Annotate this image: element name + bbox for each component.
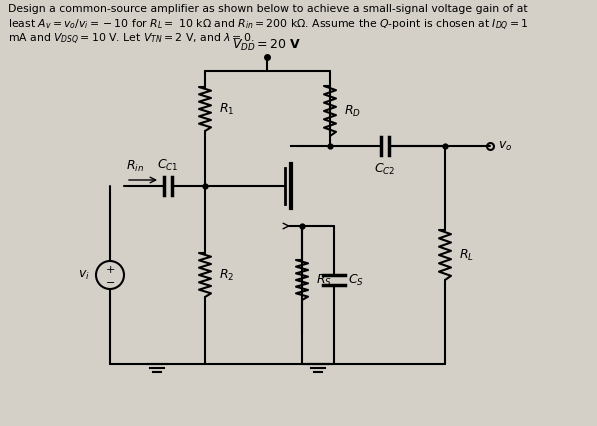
Text: mA and $V_{DSQ} = 10$ V. Let $V_{TN} = 2$ V, and $\lambda = 0$.: mA and $V_{DSQ} = 10$ V. Let $V_{TN} = 2… — [8, 32, 254, 47]
Text: Design a common-source amplifier as shown below to achieve a small-signal voltag: Design a common-source amplifier as show… — [8, 4, 528, 14]
Text: $R_L$: $R_L$ — [459, 248, 474, 262]
Text: $R_2$: $R_2$ — [219, 268, 234, 282]
Text: $R_S$: $R_S$ — [316, 273, 332, 288]
Text: $R_1$: $R_1$ — [219, 101, 235, 117]
Text: $C_{C1}$: $C_{C1}$ — [157, 158, 179, 173]
Text: $-$: $-$ — [105, 276, 115, 286]
Text: $v_o$: $v_o$ — [498, 139, 512, 153]
Text: $R_D$: $R_D$ — [344, 104, 361, 118]
Text: $V_{DD} = 20$ V: $V_{DD} = 20$ V — [232, 38, 302, 53]
Text: $v_i$: $v_i$ — [78, 268, 90, 282]
Text: least $A_v = v_o/v_i = -10$ for $R_L =$ 10 k$\Omega$ and $R_{in} = 200$ k$\Omega: least $A_v = v_o/v_i = -10$ for $R_L =$ … — [8, 18, 528, 33]
Text: $R_{in}$: $R_{in}$ — [126, 159, 144, 174]
Text: $C_{C2}$: $C_{C2}$ — [374, 162, 396, 177]
Text: $C_S$: $C_S$ — [348, 273, 364, 288]
Text: +: + — [105, 265, 115, 275]
